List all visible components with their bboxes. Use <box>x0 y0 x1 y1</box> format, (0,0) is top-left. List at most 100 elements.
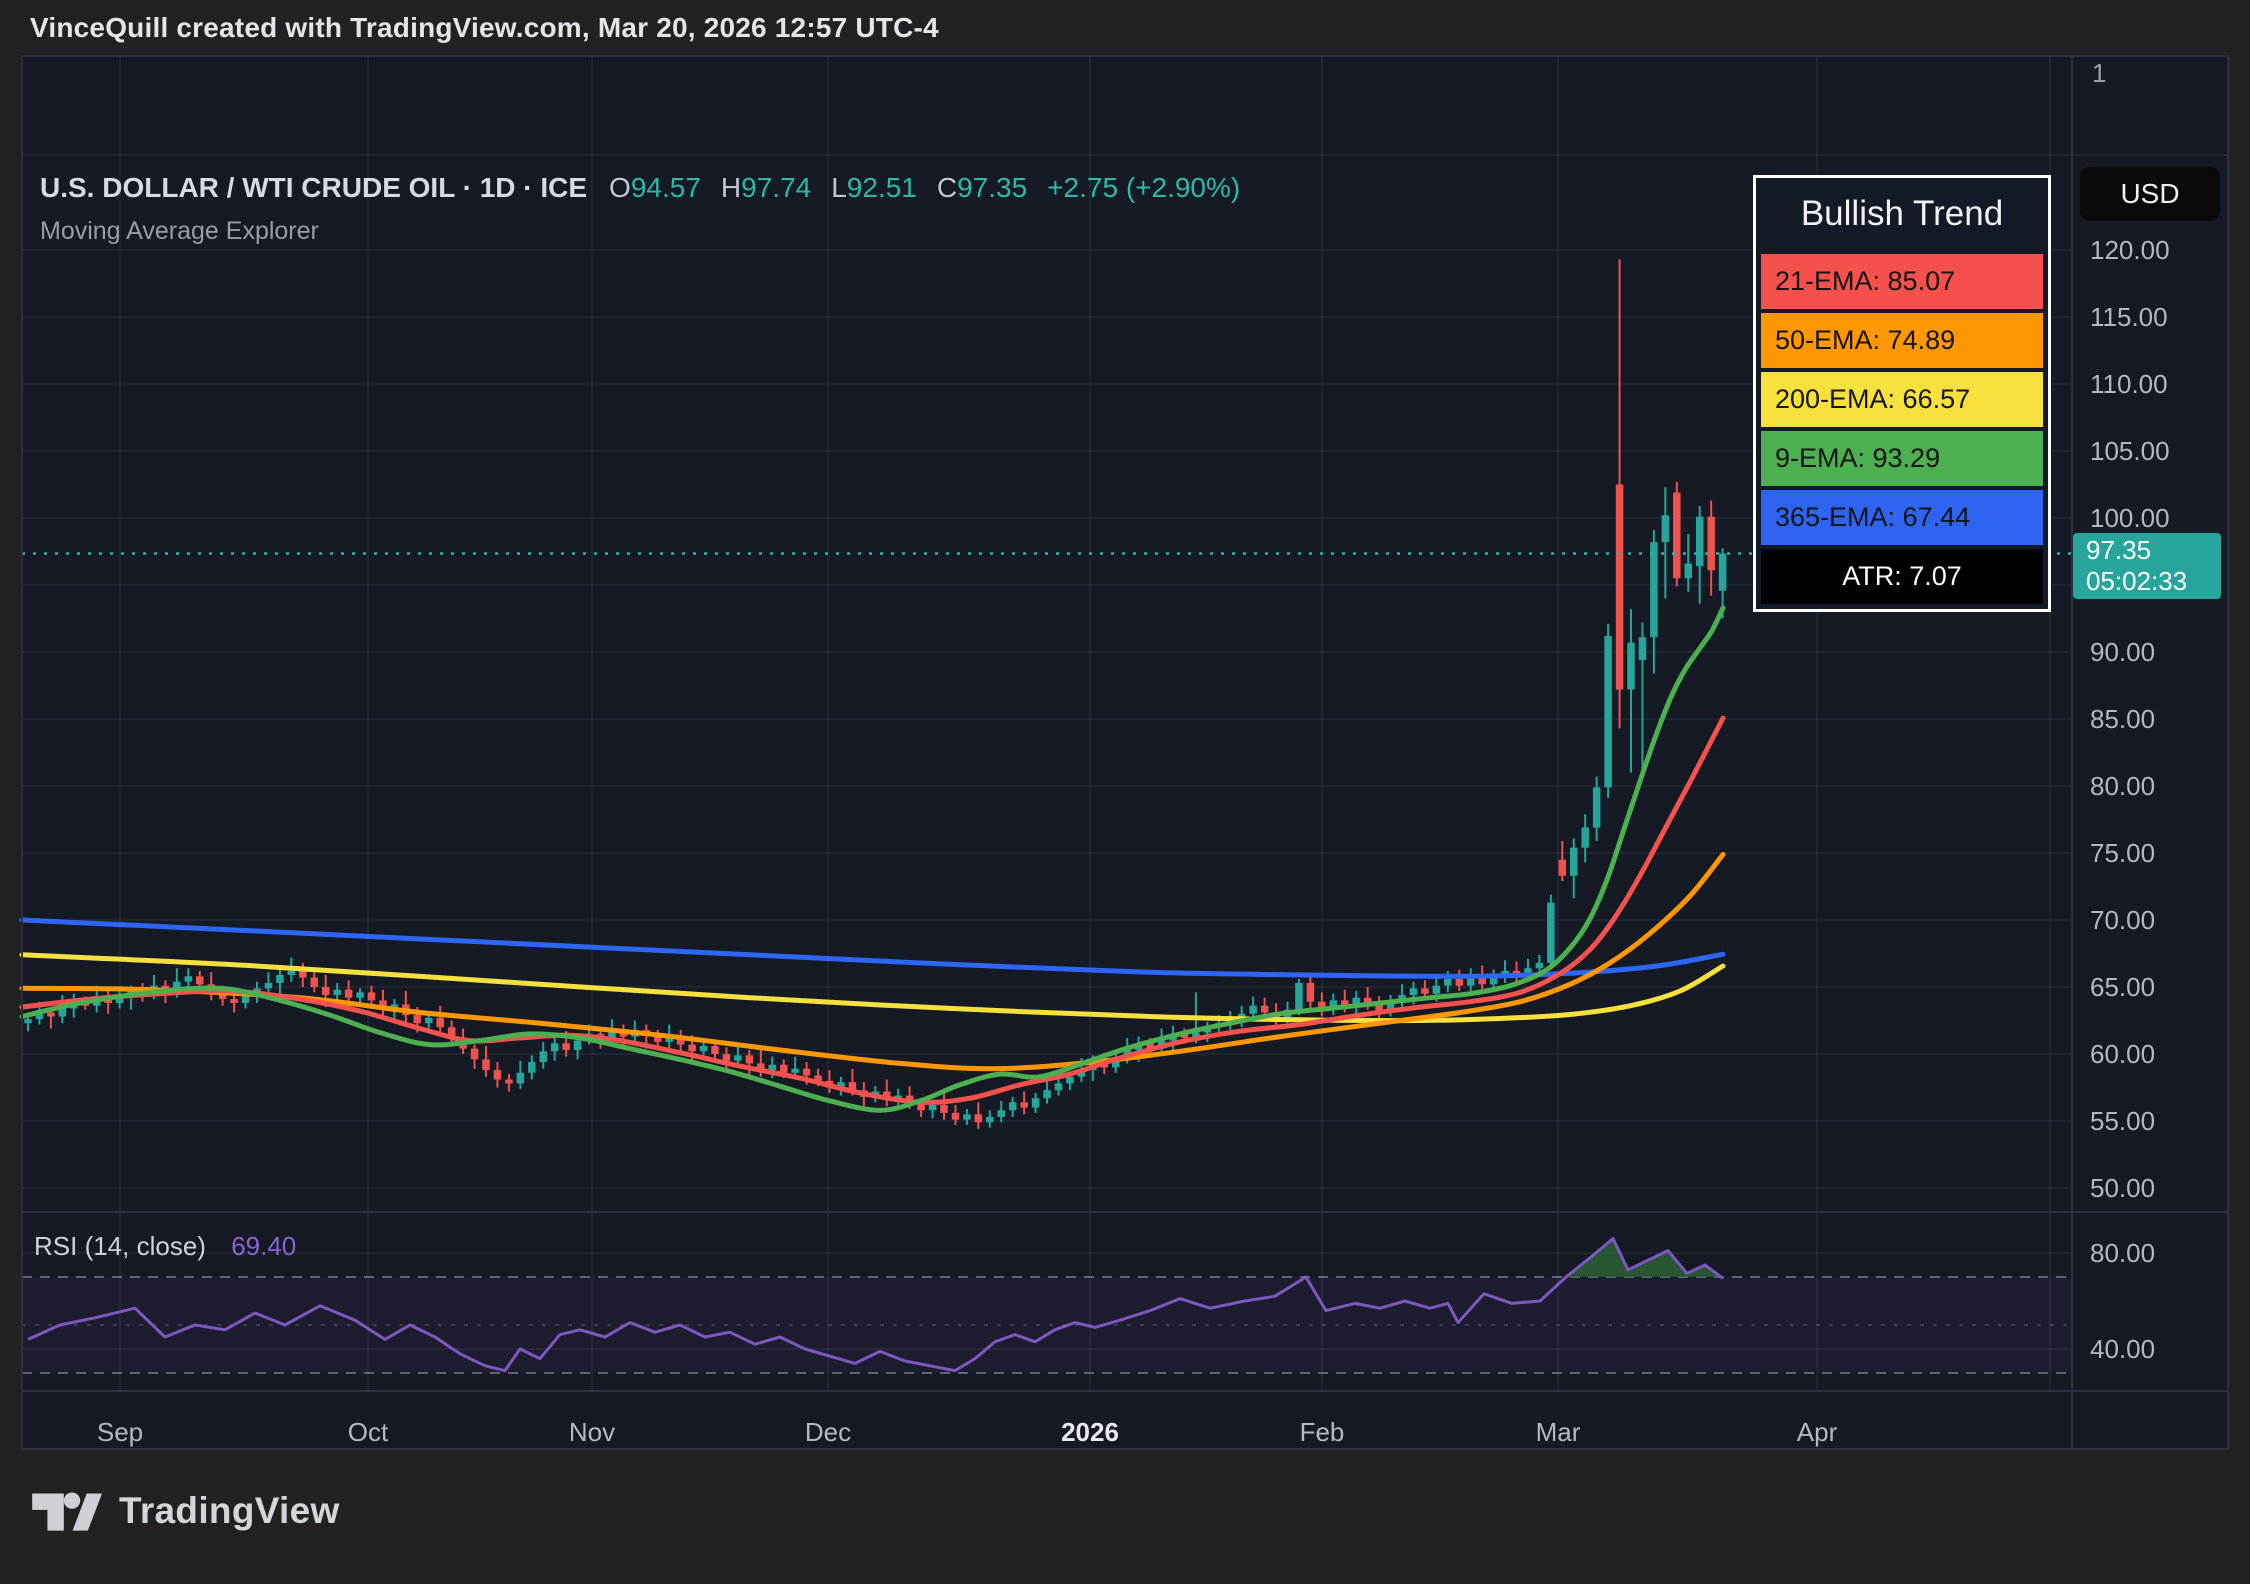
candle-down <box>447 1027 456 1038</box>
candle-down <box>974 1114 983 1123</box>
candle-up <box>1043 1090 1051 1099</box>
candle-up <box>997 1110 1005 1117</box>
ema21-line <box>19 715 1726 1105</box>
price-axis-label: 110.00 <box>2090 369 2168 399</box>
price-change: +2.75 (+2.90%) <box>1047 172 1241 203</box>
ohlc-close: C97.35 <box>936 172 1028 203</box>
price-scale[interactable] <box>2072 56 2228 1391</box>
price-axis-label: 80.00 <box>2090 771 2155 801</box>
candle-up <box>1432 985 1441 994</box>
candle-down <box>1260 1005 1269 1013</box>
candle-down <box>413 1015 422 1024</box>
candle-up <box>1409 988 1418 996</box>
price-axis-label: 75.00 <box>2090 838 2155 868</box>
candle-up <box>986 1116 994 1123</box>
bar-countdown: 05:02:33 <box>2086 566 2188 596</box>
price-axis-label: 70.00 <box>2090 905 2155 935</box>
candle-up <box>1592 787 1601 828</box>
candle-up <box>928 1104 937 1111</box>
candle-up <box>550 1043 559 1052</box>
rsi-indicator-label[interactable]: RSI (14, close) 69.40 <box>34 1231 296 1262</box>
candle-up <box>1570 847 1578 876</box>
ema50-line <box>19 852 1726 1072</box>
trend-legend-title: Bullish Trend <box>1800 194 2004 233</box>
candle-down <box>299 970 307 978</box>
price-axis-label: 105.00 <box>2090 436 2170 466</box>
rsi-overbought-fill <box>1566 1238 1722 1277</box>
candle-down <box>218 992 227 1000</box>
indicator-name[interactable]: Moving Average Explorer <box>40 217 319 245</box>
time-axis-label: 2026 <box>1061 1417 1119 1447</box>
candle-down <box>562 1043 570 1050</box>
candle-down <box>814 1075 822 1081</box>
candle-up <box>333 989 341 996</box>
candle-up <box>768 1064 776 1071</box>
rsi-name: RSI (14, close) <box>34 1231 206 1261</box>
candle-up <box>276 974 284 983</box>
candle-up <box>1077 1070 1086 1077</box>
tradingview-logo[interactable]: TradingView <box>30 1484 340 1538</box>
candle-down <box>321 987 330 996</box>
legend-row-365-ema: 365-EMA: 67.44 <box>1761 490 2043 545</box>
price-axis-label: 85.00 <box>2090 704 2155 734</box>
price-axis-label: 120.00 <box>2090 235 2170 265</box>
candle-down <box>1615 484 1624 690</box>
candle-down <box>436 1017 444 1028</box>
candle-down <box>493 1070 502 1080</box>
time-scale[interactable] <box>22 1391 2228 1449</box>
candle-up <box>425 1017 433 1024</box>
time-axis-label: Sep <box>97 1417 143 1447</box>
legend-row-9-ema: 9-EMA: 93.29 <box>1761 431 2043 486</box>
candle-up <box>1718 553 1727 591</box>
candle-up <box>1329 1000 1338 1010</box>
candle-up <box>608 1031 616 1040</box>
candle-down <box>1375 1004 1383 1012</box>
time-axis-label: Dec <box>805 1417 851 1447</box>
candle-up <box>24 1019 32 1024</box>
ohlc-open: O94.57 <box>609 172 701 203</box>
time-axis-label: Feb <box>1300 1417 1345 1447</box>
candle-down <box>470 1048 479 1060</box>
candle-up <box>1638 637 1647 661</box>
candle-down <box>1020 1102 1028 1108</box>
symbol-header: U.S. DOLLAR / WTI CRUDE OIL · 1D · ICE O9… <box>40 172 1240 246</box>
rsi-axis-label: 80.00 <box>2090 1238 2155 1268</box>
candle-down <box>779 1064 788 1073</box>
candle-up <box>1054 1083 1063 1091</box>
candle-down <box>951 1112 960 1120</box>
candle-down <box>917 1103 925 1111</box>
candle-up <box>356 992 364 998</box>
tradingview-logo-icon <box>32 1492 102 1531</box>
candle-up <box>1489 976 1498 985</box>
candle-up <box>287 970 296 975</box>
candle-down <box>379 1000 387 1010</box>
rsi-value: 69.40 <box>231 1231 297 1261</box>
legend-row-50-ema: 50-EMA: 74.89 <box>1761 313 2043 368</box>
symbol-title[interactable]: U.S. DOLLAR / WTI CRUDE OIL · 1D · ICE <box>40 172 588 203</box>
candle-up <box>1295 982 1303 1010</box>
price-axis-label: 60.00 <box>2090 1039 2155 1069</box>
candle-up <box>58 1008 67 1017</box>
candle-up <box>837 1082 845 1088</box>
candle-up <box>1249 1005 1257 1014</box>
candle-down <box>344 989 353 998</box>
candle-up <box>1535 962 1544 969</box>
candle-down <box>1363 997 1372 1005</box>
candle-down <box>1306 982 1315 1002</box>
candle-down <box>654 1035 662 1042</box>
candle-up <box>963 1114 971 1120</box>
legend-row-atr: ATR: 7.07 <box>1761 549 2043 604</box>
candle-up <box>1031 1098 1040 1108</box>
currency-toggle-button[interactable]: USD <box>2080 167 2220 221</box>
candle-down <box>688 1044 696 1052</box>
time-axis-label: Nov <box>569 1417 615 1447</box>
candle-down <box>482 1059 490 1071</box>
candle-up <box>539 1051 547 1063</box>
attribution-text: VinceQuill created with TradingView.com,… <box>30 12 939 43</box>
candle-up <box>115 996 124 1004</box>
candle-up <box>734 1055 742 1061</box>
candle-down <box>47 1012 55 1017</box>
tradingview-logo-text: TradingView <box>119 1490 340 1531</box>
candle-up <box>665 1036 673 1042</box>
candle-up <box>1627 642 1635 690</box>
